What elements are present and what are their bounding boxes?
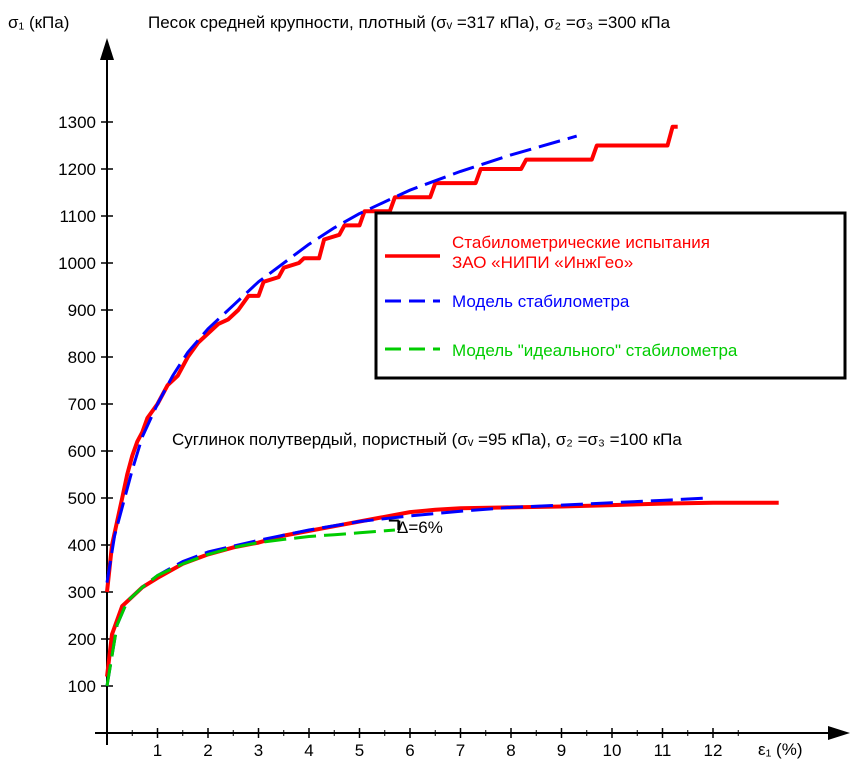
x-tick-label-7: 7 — [456, 741, 465, 760]
y-tick-label-1300: 1300 — [58, 113, 96, 132]
legend-label-model: Модель стабилометра — [452, 292, 630, 311]
x-tick-label-6: 6 — [405, 741, 414, 760]
y-tick-label-500: 500 — [68, 489, 96, 508]
x-tick-label-5: 5 — [355, 741, 364, 760]
x-tick-label-2: 2 — [203, 741, 212, 760]
legend-label-ideal: Модель "идеального" стабилометра — [452, 341, 738, 360]
x-axis-arrow — [828, 726, 850, 740]
x-tick-label-4: 4 — [304, 741, 313, 760]
y-tick-label-700: 700 — [68, 395, 96, 414]
axes-layer: 100 200 300 400 500 600 700 800 900 1000 1100 1200 1… — [58, 38, 850, 760]
x-tick-label-12: 12 — [704, 741, 723, 760]
x-tick-label-3: 3 — [254, 741, 263, 760]
x-tick-label-8: 8 — [506, 741, 515, 760]
y-tick-label-100: 100 — [68, 677, 96, 696]
y-axis-arrow — [100, 38, 114, 60]
x-tick-label-9: 9 — [557, 741, 566, 760]
series-loam-ideal — [105, 528, 396, 687]
delta-annotation: Δ=6% — [397, 518, 443, 537]
y-tick-label-800: 800 — [68, 348, 96, 367]
x-axis-label: ε₁ (%) — [758, 740, 802, 759]
y-tick-label-900: 900 — [68, 301, 96, 320]
y-tick-label-400: 400 — [68, 536, 96, 555]
series-layer — [105, 124, 779, 687]
y-axis-label: σ₁ (кПа) — [8, 13, 69, 32]
x-tick-label-10: 10 — [603, 741, 622, 760]
chart-title: Песок средней крупности, плотный (σᵥ =31… — [148, 13, 671, 32]
y-tick-label-1100: 1100 — [59, 207, 96, 226]
x-tick-label-11: 11 — [654, 741, 672, 760]
y-tick-label-1000: 1000 — [58, 254, 96, 273]
series-sand-test — [105, 124, 678, 593]
x-tick-label-1: 1 — [153, 741, 162, 760]
y-tick-label-600: 600 — [68, 442, 96, 461]
legend-label-test: Стабилометрические испытания ЗАО «НИПИ «… — [452, 233, 715, 272]
legend: Стабилометрические испытания ЗАО «НИПИ «… — [374, 211, 847, 380]
y-tick-label-1200: 1200 — [58, 160, 96, 179]
y-tick-label-200: 200 — [68, 630, 96, 649]
legend-box — [374, 211, 847, 380]
loam-subtitle: Суглинок полутвердый, пористный (σᵥ =95 … — [172, 430, 682, 449]
y-tick-label-300: 300 — [68, 583, 96, 602]
series-sand-model — [105, 134, 578, 583]
